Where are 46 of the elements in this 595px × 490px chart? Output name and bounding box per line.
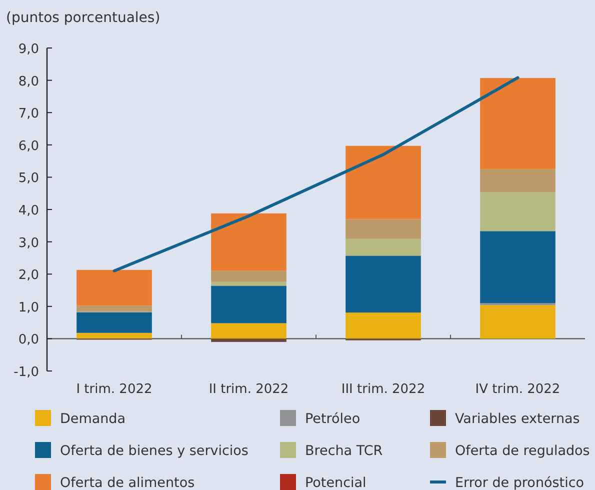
- line-series: [112, 76, 520, 272]
- bar: [346, 219, 421, 239]
- y-tick-label: 5,0: [18, 171, 39, 186]
- legend-label: Oferta de regulados: [455, 443, 590, 459]
- y-axis-title: (puntos porcentuales): [6, 10, 160, 26]
- bar: [480, 231, 556, 304]
- y-tick-label: 8,0: [18, 74, 39, 90]
- y-tick-label: 9,0: [18, 42, 39, 57]
- x-tick-label: III trim. 2022: [341, 382, 426, 397]
- legend-label: Variables externas: [455, 411, 580, 427]
- bar: [211, 323, 286, 339]
- bar: [211, 213, 286, 271]
- bar: [211, 282, 286, 286]
- bar: [211, 338, 286, 342]
- bar: [480, 78, 556, 170]
- y-tick-label: 2,0: [18, 268, 39, 284]
- bar: [346, 256, 421, 313]
- y-tick-label: 7,0: [18, 106, 39, 122]
- legend-label: Demanda: [60, 411, 126, 427]
- bar: [211, 270, 286, 282]
- bar: [346, 238, 421, 256]
- bar: [76, 332, 152, 339]
- y-tick-label: 1,0: [18, 300, 39, 316]
- y-tick-label: -1,0: [14, 365, 39, 380]
- legend-label: Brecha TCR: [305, 443, 383, 459]
- y-tick-label: 4,0: [18, 204, 39, 218]
- bar: [346, 312, 421, 339]
- x-tick-label: IV trim. 2022: [475, 382, 560, 397]
- bar: [480, 192, 556, 232]
- bar: [346, 146, 421, 220]
- bar: [480, 169, 556, 192]
- x-tick-label: I trim. 2022: [76, 382, 152, 397]
- legend-label: Petróleo: [305, 411, 360, 427]
- legend-label: Oferta de alimentos: [60, 475, 195, 490]
- x-tick-label: II trim. 2022: [208, 382, 289, 397]
- legend-label: Oferta de bienes y servicios: [60, 443, 248, 459]
- y-tick-label: 6,0: [18, 138, 39, 154]
- bar: [480, 305, 556, 339]
- bar: [76, 312, 152, 333]
- bar: [76, 270, 152, 306]
- legend-label: Potencial: [305, 475, 366, 490]
- y-tick-label: 0,0: [18, 332, 39, 348]
- bar: [211, 286, 286, 324]
- legend-label: Error de pronóstico: [455, 475, 584, 490]
- y-tick-label: 3,0: [18, 236, 39, 251]
- bar: [76, 306, 152, 312]
